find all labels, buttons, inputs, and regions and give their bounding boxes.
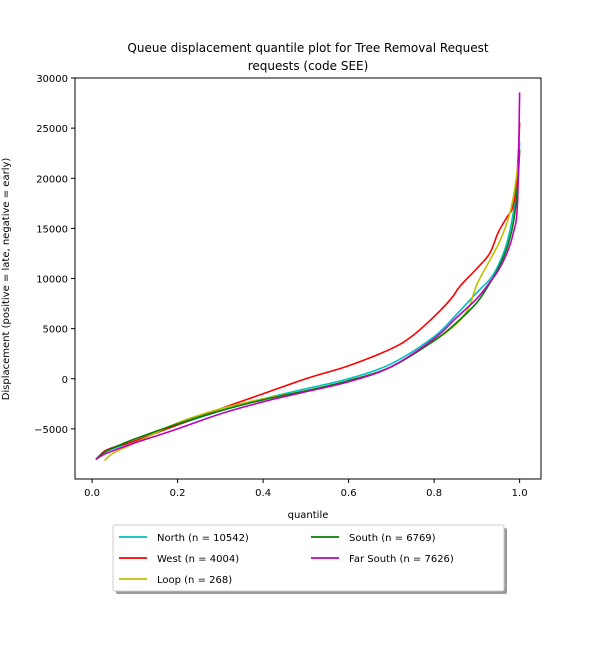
chart-title-line-2: requests (code SEE): [248, 59, 369, 73]
y-tick-label: −5000: [34, 425, 68, 436]
series-layer: [95, 92, 521, 461]
series-line-north: [95, 142, 521, 460]
x-tick-label: 0.2: [170, 488, 186, 499]
series-line-west: [95, 122, 521, 460]
legend-label-far-south: Far South (n = 7626): [349, 554, 454, 565]
x-tick-label: 0.4: [255, 488, 271, 499]
chart-title-line-1: Queue displacement quantile plot for Tre…: [127, 41, 488, 55]
x-tick-label: 0.8: [426, 488, 442, 499]
y-axis: −5000 0 5000 10000 15000 20000 25000 30000: [34, 74, 75, 436]
x-tick-label: 0.0: [84, 488, 100, 499]
y-tick-label: 5000: [43, 325, 68, 336]
series-line-loop: [104, 152, 521, 461]
chart-title: Queue displacement quantile plot for Tre…: [127, 41, 488, 73]
legend-label-north: North (n = 10542): [157, 533, 249, 544]
y-tick-label: 25000: [36, 124, 68, 135]
legend: North (n = 10542) West (n = 4004) Loop (n …: [112, 524, 507, 594]
y-axis-label: Displacement (positive = late, negative …: [1, 158, 12, 401]
legend-frame: [112, 524, 505, 592]
legend-label-south: South (n = 6769): [349, 533, 436, 544]
series-line-south: [95, 149, 521, 460]
y-tick-label: 10000: [36, 275, 68, 286]
y-tick-label: 30000: [36, 74, 68, 85]
y-tick-label: 15000: [36, 224, 68, 235]
x-axis: 0.0 0.2 0.4 0.6 0.8 1.0: [84, 479, 528, 499]
legend-label-loop: Loop (n = 268): [157, 575, 232, 586]
series-line-far-south: [95, 92, 521, 460]
x-axis-label: quantile: [288, 510, 329, 521]
y-tick-label: 0: [62, 375, 68, 386]
legend-label-west: West (n = 4004): [157, 554, 239, 565]
plot-area: [74, 77, 542, 480]
y-tick-label: 20000: [36, 174, 68, 185]
x-tick-label: 0.6: [341, 488, 357, 499]
x-tick-label: 1.0: [512, 488, 528, 499]
